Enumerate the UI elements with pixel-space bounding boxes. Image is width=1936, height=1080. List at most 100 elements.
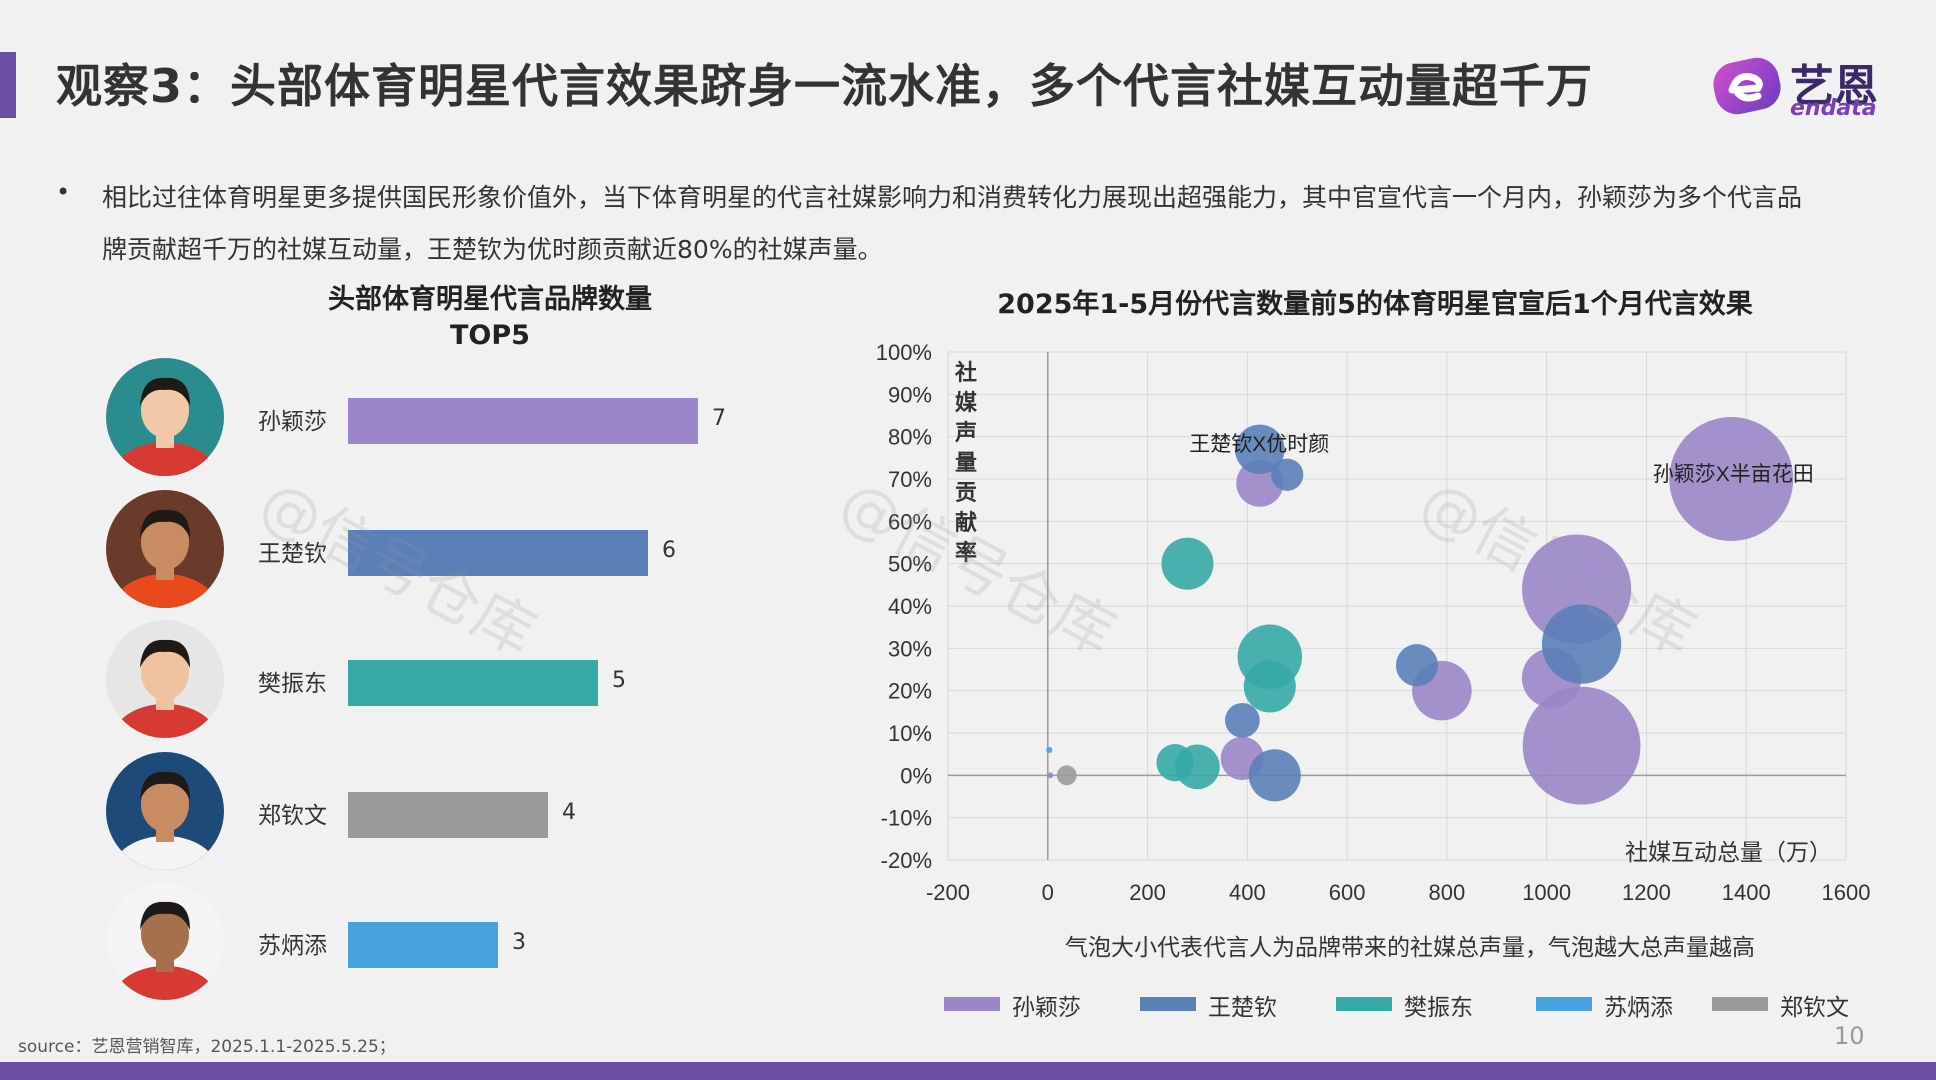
y-tick-label: 0% <box>900 763 932 788</box>
legend-swatch <box>1712 997 1768 1011</box>
bar-row: 樊振东 5 <box>100 620 840 740</box>
bar <box>348 792 548 838</box>
logo-text: 艺恩 <box>1790 61 1878 112</box>
y-tick-label: 30% <box>888 636 932 661</box>
legend-label: 王楚钦 <box>1208 995 1277 1021</box>
endata-logo-icon <box>1713 57 1781 115</box>
bubble <box>1248 749 1301 802</box>
bar <box>348 398 698 444</box>
y-tick-label: -10% <box>881 806 932 831</box>
logo-subtext: endata <box>1790 96 1877 121</box>
y-axis-title-char: 贡 <box>955 480 977 505</box>
y-tick-label: 90% <box>888 382 932 407</box>
endata-logo: 艺恩 endata <box>1708 50 1888 121</box>
bubble <box>1235 424 1285 475</box>
y-axis-title-char: 量 <box>955 450 977 475</box>
bar <box>348 530 648 576</box>
legend-label: 郑钦文 <box>1780 995 1849 1021</box>
page-title: 观察3：头部体育明星代言效果跻身一流水准，多个代言社媒互动量超千万 <box>56 59 1594 113</box>
x-tick-label: 200 <box>1129 880 1166 905</box>
bubble <box>1271 458 1304 491</box>
athlete-avatar <box>106 882 224 1000</box>
legend-swatch <box>1140 997 1196 1011</box>
bubble-annotation: 孙颖莎X半亩花田 <box>1653 463 1814 486</box>
x-tick-label: -200 <box>926 880 970 905</box>
athlete-avatar <box>106 752 224 870</box>
athlete-avatar <box>106 358 224 476</box>
x-tick-label: 400 <box>1229 880 1266 905</box>
source-note: source：艺恩营销智库，2025.1.1-2025.5.25； <box>18 1037 396 1057</box>
y-tick-label: 50% <box>888 552 932 577</box>
bar-row: 苏炳添 3 <box>100 882 840 1002</box>
bar-category-label: 孙颖莎 <box>258 409 327 435</box>
y-tick-label: 100% <box>876 340 932 365</box>
bar-category-label: 王楚钦 <box>258 541 327 567</box>
bubble-annotation: 王楚钦X优时颜 <box>1189 433 1329 456</box>
legend-swatch <box>1536 997 1592 1011</box>
legend-swatch <box>1336 997 1392 1011</box>
athlete-avatar <box>106 490 224 608</box>
page-number: 10 <box>1834 1022 1865 1050</box>
y-tick-label: -20% <box>881 848 932 873</box>
y-axis-title-char: 献 <box>955 510 977 535</box>
bubble <box>1224 702 1260 738</box>
bar-chart-title: 头部体育明星代言品牌数量 TOP5 <box>240 282 740 354</box>
bubble <box>1056 765 1077 786</box>
legend-label: 苏炳添 <box>1604 995 1673 1021</box>
bar-value-label: 6 <box>662 538 676 563</box>
bubble <box>1047 772 1054 779</box>
bar <box>348 922 498 968</box>
bubble <box>1522 686 1641 805</box>
bar-value-label: 5 <box>612 668 626 693</box>
legend-label: 樊振东 <box>1404 995 1473 1021</box>
y-axis-title-char: 声 <box>954 420 977 445</box>
y-axis-title-char: 媒 <box>955 390 978 415</box>
x-tick-label: 600 <box>1329 880 1366 905</box>
y-tick-label: 40% <box>888 594 932 619</box>
x-tick-label: 1200 <box>1622 880 1671 905</box>
bar-category-label: 苏炳添 <box>258 933 327 959</box>
bar-category-label: 樊振东 <box>258 671 327 697</box>
y-tick-label: 60% <box>888 509 932 534</box>
y-tick-label: 20% <box>888 679 932 704</box>
y-tick-label: 70% <box>888 467 932 492</box>
bar-row: 郑钦文 4 <box>100 752 840 872</box>
bubble <box>1175 744 1220 790</box>
bubble <box>1541 604 1622 684</box>
x-tick-label: 1000 <box>1522 880 1571 905</box>
y-axis-title-char: 社 <box>955 360 977 385</box>
bubble <box>1243 660 1296 713</box>
bubble-chart-title: 2025年1-5月份代言数量前5的体育明星官宣后1个月代言效果 <box>997 289 1753 320</box>
bullet-marker: • <box>56 178 71 206</box>
intro-paragraph: 相比过往体育明星更多提供国民形象价值外，当下体育明星的代言社媒影响力和消费转化力… <box>102 183 1803 264</box>
legend-swatch <box>944 997 1000 1011</box>
title-accent-bar <box>0 52 16 118</box>
bar-value-label: 4 <box>562 800 576 825</box>
bar <box>348 660 598 706</box>
bubble <box>1669 417 1794 541</box>
y-axis-title-char: 率 <box>955 540 977 565</box>
bar-chart-title-line2: TOP5 <box>450 320 530 351</box>
x-tick-label: 1600 <box>1822 880 1871 905</box>
x-axis-title: 社媒互动总量（万） <box>1625 839 1832 865</box>
x-tick-label: 800 <box>1429 880 1466 905</box>
bar-row: 孙颖莎 7 <box>100 358 840 478</box>
legend-label: 孙颖莎 <box>1012 995 1081 1021</box>
bar-row: 王楚钦 6 <box>100 490 840 610</box>
x-tick-label: 1400 <box>1722 880 1771 905</box>
bar-chart-title-line1: 头部体育明星代言品牌数量 <box>328 284 652 315</box>
y-tick-label: 10% <box>888 721 932 746</box>
bubble-size-note: 气泡大小代表代言人为品牌带来的社媒总声量，气泡越大总声量越高 <box>1065 935 1755 961</box>
bubble <box>1046 746 1053 754</box>
athlete-avatar <box>106 620 224 738</box>
y-tick-label: 80% <box>888 425 932 450</box>
bar-value-label: 3 <box>512 930 526 955</box>
bubble <box>1395 644 1439 687</box>
bubble <box>1161 537 1214 590</box>
bar-category-label: 郑钦文 <box>258 803 327 829</box>
x-tick-label: 0 <box>1042 880 1054 905</box>
bottom-band <box>0 1062 1936 1080</box>
bar-value-label: 7 <box>712 406 726 431</box>
